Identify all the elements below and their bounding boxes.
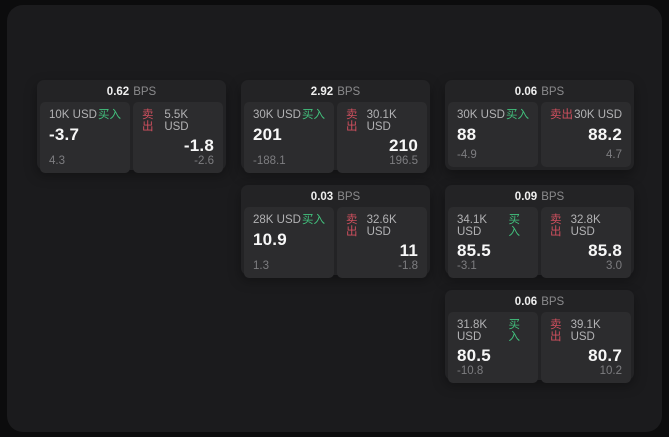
buy-price: -3.7: [49, 124, 80, 144]
quote-card-2: 2.92 BPS 30K USD 买入 201 -188.1 卖出 30.1K …: [241, 80, 430, 174]
sell-size-label: 39.1K USD: [570, 319, 601, 343]
sell-direction-label: 卖出: [550, 109, 573, 121]
sell-price: 88.2: [588, 124, 622, 144]
sell-price: 210: [389, 136, 418, 155]
sell-panel[interactable]: 卖出 39.1K USD 80.7 10.2: [541, 312, 631, 384]
buy-panel[interactable]: 34.1K USD 买入 85.5 -3.1: [448, 207, 538, 279]
sell-price: 80.7: [588, 346, 622, 365]
sell-direction-label: 卖出: [346, 214, 358, 238]
bps-unit-label: BPS: [337, 191, 361, 203]
quote-card-6: 0.06 BPS 31.8K USD 买入 80.5 -10.8 卖出 39.1…: [445, 290, 634, 384]
bps-unit-label: BPS: [133, 86, 157, 98]
bps-unit-label: BPS: [541, 86, 565, 98]
sell-sub-value: 3.0: [606, 259, 622, 272]
buy-sub-value: 4.3: [49, 154, 65, 167]
sell-price: 85.8: [588, 241, 622, 260]
bps-value: 0.06: [514, 296, 538, 308]
bps-spread-header: 0.03 BPS: [244, 187, 427, 207]
buy-panel[interactable]: 30K USD 买入 88 -4.9: [448, 102, 538, 167]
sell-sub-value: -1.8: [398, 259, 418, 272]
sell-direction-label: 卖出: [346, 109, 358, 133]
buy-direction-label: 买入: [302, 109, 325, 121]
buy-size-label: 28K USD: [253, 214, 301, 226]
sell-panel[interactable]: 卖出 32.6K USD 11 -1.8: [337, 207, 427, 279]
buy-direction-label: 买入: [508, 214, 520, 238]
buy-sub-value: -188.1: [253, 154, 286, 167]
sell-panel[interactable]: 卖出 5.5K USD -1.8 -2.6: [133, 102, 223, 174]
quote-card-grid: 0.62 BPS 10K USD 买入 -3.7 4.3 卖出 5.5K USD: [37, 80, 634, 384]
buy-panel[interactable]: 30K USD 买入 201 -188.1: [244, 102, 334, 174]
buy-size-label: 30K USD: [253, 109, 301, 121]
sell-sub-value: 196.5: [389, 154, 418, 167]
buy-sub-value: -10.8: [457, 364, 484, 377]
bps-unit-label: BPS: [541, 296, 565, 308]
bps-spread-header: 0.06 BPS: [448, 82, 631, 102]
buy-direction-label: 买入: [506, 109, 529, 121]
quote-board-surface: 0.62 BPS 10K USD 买入 -3.7 4.3 卖出 5.5K USD: [7, 5, 662, 432]
buy-sub-value: 1.3: [253, 259, 269, 272]
bps-value: 0.09: [514, 191, 538, 203]
bps-unit-label: BPS: [541, 191, 565, 203]
buy-panel[interactable]: 28K USD 买入 10.9 1.3: [244, 207, 334, 279]
buy-size-label: 34.1K USD: [457, 214, 488, 238]
bps-unit-label: BPS: [337, 86, 361, 98]
quote-card-3: 0.06 BPS 30K USD 买入 88 -4.9 卖出 30K USD: [445, 80, 634, 170]
buy-sub-value: -4.9: [457, 148, 477, 161]
sell-price: -1.8: [183, 136, 214, 155]
bps-value: 2.92: [310, 86, 334, 98]
bps-spread-header: 0.62 BPS: [40, 82, 223, 102]
buy-sub-value: -3.1: [457, 259, 477, 272]
sell-sub-value: 10.2: [599, 364, 622, 377]
sell-panel[interactable]: 卖出 30K USD 88.2 4.7: [541, 102, 631, 167]
buy-size-label: 31.8K USD: [457, 319, 488, 343]
sell-size-label: 30.1K USD: [366, 109, 397, 133]
buy-price: 10.9: [253, 229, 287, 249]
buy-size-label: 30K USD: [457, 109, 505, 121]
buy-direction-label: 买入: [302, 214, 325, 226]
buy-size-label: 10K USD: [49, 109, 97, 121]
bps-value: 0.06: [514, 86, 538, 98]
sell-panel[interactable]: 卖出 32.8K USD 85.8 3.0: [541, 207, 631, 279]
sell-size-label: 5.5K USD: [164, 109, 189, 133]
bps-value: 0.03: [310, 191, 334, 203]
buy-price: 85.5: [457, 241, 491, 260]
bps-spread-header: 2.92 BPS: [244, 82, 427, 102]
buy-price: 88: [457, 124, 477, 144]
quote-card-5: 0.09 BPS 34.1K USD 买入 85.5 -3.1 卖出 32.8K…: [445, 185, 634, 279]
sell-sub-value: -2.6: [194, 154, 214, 167]
quote-card-4: 0.03 BPS 28K USD 买入 10.9 1.3 卖出 32.6K US…: [241, 185, 430, 279]
buy-direction-label: 买入: [508, 319, 520, 343]
buy-panel[interactable]: 31.8K USD 买入 80.5 -10.8: [448, 312, 538, 384]
sell-size-label: 32.6K USD: [366, 214, 397, 238]
sell-size-label: 32.8K USD: [570, 214, 601, 238]
buy-price: 201: [253, 124, 282, 144]
bps-spread-header: 0.09 BPS: [448, 187, 631, 207]
buy-direction-label: 买入: [98, 109, 121, 121]
sell-price: 11: [399, 241, 418, 260]
buy-price: 80.5: [457, 346, 491, 365]
bps-spread-header: 0.06 BPS: [448, 292, 631, 312]
quote-card-1: 0.62 BPS 10K USD 买入 -3.7 4.3 卖出 5.5K USD: [37, 80, 226, 174]
sell-size-label: 30K USD: [574, 109, 622, 121]
bps-value: 0.62: [106, 86, 130, 98]
sell-sub-value: 4.7: [606, 148, 622, 161]
sell-direction-label: 卖出: [550, 214, 562, 238]
sell-direction-label: 卖出: [142, 109, 154, 133]
sell-panel[interactable]: 卖出 30.1K USD 210 196.5: [337, 102, 427, 174]
sell-direction-label: 卖出: [550, 319, 562, 343]
buy-panel[interactable]: 10K USD 买入 -3.7 4.3: [40, 102, 130, 174]
